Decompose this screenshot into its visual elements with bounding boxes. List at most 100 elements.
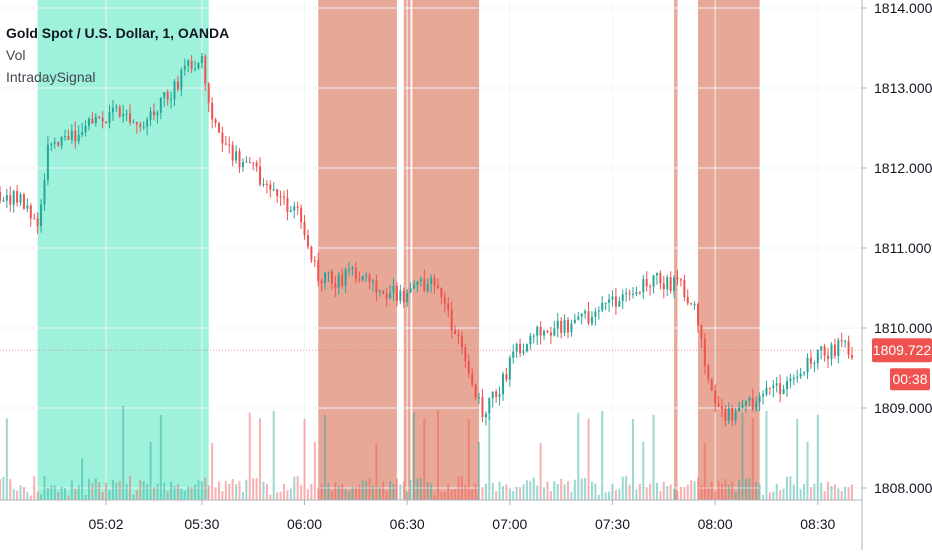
candle[interactable] — [87, 118, 90, 126]
candle[interactable] — [827, 355, 830, 359]
candle[interactable] — [406, 292, 409, 303]
candle[interactable] — [488, 398, 491, 414]
candle[interactable] — [255, 162, 258, 167]
candle[interactable] — [608, 299, 611, 303]
candle[interactable] — [259, 166, 262, 185]
candle[interactable] — [840, 340, 843, 342]
candle[interactable] — [9, 195, 12, 205]
candle[interactable] — [245, 161, 248, 163]
candle[interactable] — [731, 408, 734, 421]
candle[interactable] — [269, 184, 272, 190]
candle[interactable] — [601, 303, 604, 311]
candle[interactable] — [293, 206, 296, 211]
candle[interactable] — [60, 136, 63, 146]
candle[interactable] — [789, 378, 792, 382]
candle[interactable] — [214, 119, 217, 124]
candle[interactable] — [324, 272, 327, 284]
candle[interactable] — [43, 180, 46, 205]
candle[interactable] — [368, 275, 371, 283]
candle[interactable] — [5, 195, 8, 201]
candle[interactable] — [567, 320, 569, 333]
candle[interactable] — [501, 374, 504, 395]
candle[interactable] — [478, 397, 481, 399]
candle[interactable] — [762, 394, 765, 397]
candle[interactable] — [618, 301, 621, 307]
candle[interactable] — [279, 195, 282, 197]
candle[interactable] — [597, 310, 600, 312]
candle[interactable] — [792, 378, 795, 380]
candle[interactable] — [306, 235, 309, 247]
candle[interactable] — [283, 196, 285, 198]
candle[interactable] — [317, 260, 320, 282]
candle[interactable] — [614, 296, 617, 307]
candle[interactable] — [710, 379, 713, 391]
candle[interactable] — [194, 68, 197, 70]
candle[interactable] — [638, 292, 641, 294]
candle[interactable] — [474, 384, 477, 398]
candle[interactable] — [16, 191, 19, 203]
candle[interactable] — [122, 113, 125, 117]
candle[interactable] — [50, 143, 53, 145]
candle[interactable] — [803, 372, 806, 374]
candle[interactable] — [344, 269, 347, 286]
candle[interactable] — [573, 319, 576, 324]
candle[interactable] — [457, 334, 460, 336]
candle[interactable] — [149, 111, 152, 120]
candle[interactable] — [402, 290, 405, 303]
candle[interactable] — [221, 132, 224, 144]
candle[interactable] — [262, 183, 265, 185]
candle[interactable] — [12, 191, 15, 205]
candle[interactable] — [799, 373, 802, 377]
candle[interactable] — [690, 303, 693, 305]
candle[interactable] — [467, 360, 470, 374]
candle[interactable] — [738, 407, 741, 412]
candle[interactable] — [111, 107, 114, 113]
candle[interactable] — [536, 326, 539, 336]
candle[interactable] — [98, 116, 101, 118]
candle[interactable] — [286, 197, 289, 212]
candle[interactable] — [666, 277, 669, 290]
candle[interactable] — [419, 278, 422, 282]
candle[interactable] — [734, 411, 737, 421]
candle[interactable] — [430, 278, 433, 284]
candle[interactable] — [450, 310, 453, 330]
candle[interactable] — [101, 117, 104, 122]
candle[interactable] — [337, 274, 340, 288]
candle[interactable] — [765, 387, 768, 395]
candle[interactable] — [330, 271, 333, 284]
candle[interactable] — [142, 126, 145, 128]
candle[interactable] — [190, 60, 193, 70]
candle[interactable] — [132, 122, 135, 124]
candle[interactable] — [382, 291, 385, 294]
candle[interactable] — [512, 351, 515, 358]
candle[interactable] — [779, 383, 782, 394]
candle[interactable] — [378, 291, 381, 293]
candle[interactable] — [115, 106, 118, 108]
candle[interactable] — [371, 280, 374, 283]
candle[interactable] — [471, 373, 474, 385]
candle[interactable] — [741, 404, 744, 408]
candle[interactable] — [844, 341, 847, 343]
candle[interactable] — [53, 142, 56, 144]
candle[interactable] — [823, 346, 826, 356]
candle[interactable] — [163, 92, 166, 98]
candle[interactable] — [727, 408, 730, 421]
candle[interactable] — [580, 313, 583, 317]
candle[interactable] — [611, 296, 614, 300]
candle[interactable] — [125, 113, 128, 115]
candle[interactable] — [649, 286, 652, 288]
candle[interactable] — [211, 102, 214, 120]
candle[interactable] — [577, 316, 580, 320]
candle[interactable] — [33, 218, 36, 220]
candle[interactable] — [498, 394, 501, 397]
candle[interactable] — [204, 56, 207, 84]
candle[interactable] — [491, 391, 494, 399]
candle[interactable] — [300, 207, 303, 223]
candle[interactable] — [395, 286, 398, 301]
candle[interactable] — [385, 293, 388, 299]
candle[interactable] — [560, 320, 563, 333]
candle[interactable] — [341, 274, 344, 286]
candle[interactable] — [358, 279, 361, 281]
candle[interactable] — [183, 65, 186, 70]
